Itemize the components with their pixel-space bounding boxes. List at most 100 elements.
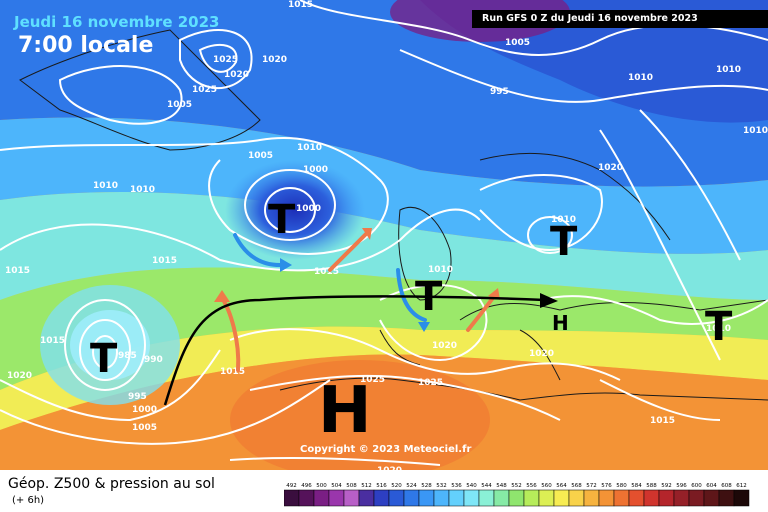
legend-tick-label: 584 — [631, 483, 642, 489]
isobar-label: 1000 — [303, 165, 328, 175]
legend-tick-label: 604 — [706, 483, 717, 489]
isobar-label: 1015 — [650, 416, 675, 426]
legend-swatch — [583, 489, 600, 507]
isobar-label: 995 — [128, 392, 147, 402]
legend-swatch — [568, 489, 585, 507]
jet-stream-arrowhead — [540, 293, 558, 308]
legend-tick-label: 552 — [511, 483, 522, 489]
legend-swatch — [523, 489, 540, 507]
high-pressure-marker: H — [552, 311, 569, 335]
legend-tick-label: 608 — [721, 483, 732, 489]
high-core-africa — [230, 360, 490, 470]
forecast-offset: (+ 6h) — [12, 495, 45, 506]
copyright: Copyright © 2023 Meteociel.fr — [300, 444, 472, 455]
isobar-label: 1025 — [192, 85, 217, 95]
legend-tick-label: 492 — [286, 483, 297, 489]
legend-swatch — [418, 489, 435, 507]
legend-tick-label: 576 — [601, 483, 612, 489]
legend-swatch — [493, 489, 510, 507]
legend-swatch — [403, 489, 420, 507]
legend-tick-label: 496 — [301, 483, 312, 489]
legend-swatch — [718, 489, 735, 507]
legend-tick-label: 560 — [541, 483, 552, 489]
legend-swatch — [433, 489, 450, 507]
legend-tick-label: 516 — [376, 483, 387, 489]
isobar-label: 1010 — [628, 73, 653, 83]
legend-swatch — [643, 489, 660, 507]
isobar-label: 1015 — [40, 336, 65, 346]
legend-swatch — [733, 489, 750, 507]
low-pressure-marker: T — [415, 274, 443, 320]
isobar-label: 1020 — [377, 466, 402, 470]
legend-tick-label: 572 — [586, 483, 597, 489]
legend-swatch — [463, 489, 480, 507]
map-title: Géop. Z500 & pression au sol — [8, 476, 215, 492]
legend-tick-label: 500 — [316, 483, 327, 489]
coastlines — [19, 29, 768, 401]
isobar-label: 1025 — [213, 55, 238, 65]
isobar-label: 1005 — [132, 423, 157, 433]
run-info-bar: Run GFS 0 Z du Jeudi 16 novembre 2023 — [472, 10, 768, 28]
forecast-date: Jeudi 16 novembre 2023 — [14, 13, 220, 31]
isobar-label: 1015 — [152, 256, 177, 266]
isobars — [0, 0, 768, 466]
isobar-label: 1010 — [130, 185, 155, 195]
legend-swatch — [508, 489, 525, 507]
legend-swatch — [373, 489, 390, 507]
legend-tick-label: 508 — [346, 483, 357, 489]
legend-tick-label: 592 — [661, 483, 672, 489]
legend-swatch — [553, 489, 570, 507]
legend-tick-label: 504 — [331, 483, 342, 489]
legend-swatch — [688, 489, 705, 507]
isobar-label: 1000 — [296, 204, 321, 214]
legend-tick-label: 544 — [481, 483, 492, 489]
legend-tick-label: 532 — [436, 483, 447, 489]
legend-tick-label: 568 — [571, 483, 582, 489]
legend-tick-label: 600 — [691, 483, 702, 489]
isobar-label: 1010 — [716, 65, 741, 75]
legend-tick-label: 588 — [646, 483, 657, 489]
legend-swatch — [478, 489, 495, 507]
isobar-label: 1020 — [224, 70, 249, 80]
isobar-label: 1000 — [132, 405, 157, 415]
isobar-label: 1020 — [7, 371, 32, 381]
isobar-label: 1020 — [598, 163, 623, 173]
legend-tick-label: 524 — [406, 483, 417, 489]
isobar-label: 1020 — [432, 341, 457, 351]
legend-swatch — [703, 489, 720, 507]
legend-swatch — [298, 489, 315, 507]
isobar-label: 1015 — [314, 267, 339, 277]
local-time: 7:00 locale — [18, 33, 154, 58]
legend-tick-label: 612 — [736, 483, 747, 489]
legend-tick-label: 540 — [466, 483, 477, 489]
isobar-label: 1020 — [529, 349, 554, 359]
legend-swatch — [313, 489, 330, 507]
weather-map: 1015 1005 1010 1020 1025 1020 1025 1005 … — [0, 0, 768, 470]
isobar-label: 990 — [144, 355, 163, 365]
isobar-label: 1015 — [5, 266, 30, 276]
warm-flow-arrow — [328, 230, 370, 272]
legend-swatch — [658, 489, 675, 507]
legend-swatch — [538, 489, 555, 507]
legend-tick-label: 556 — [526, 483, 537, 489]
isobar-labels: 1015 1005 1010 1020 1025 1020 1025 1005 … — [5, 0, 768, 470]
legend-swatch — [628, 489, 645, 507]
isobar-label: 1010 — [743, 126, 768, 136]
legend-swatch — [673, 489, 690, 507]
legend-swatch — [284, 489, 300, 507]
cold-flow-arrow — [233, 233, 282, 267]
isobar-label: 1010 — [428, 265, 453, 275]
legend-tick-label: 580 — [616, 483, 627, 489]
legend-tick-label: 536 — [451, 483, 462, 489]
isobar-label: 985 — [118, 351, 137, 361]
isobar-label: 1025 — [360, 375, 385, 385]
z500-band-yellowgreen — [0, 326, 768, 430]
legend-swatch — [613, 489, 630, 507]
legend-tick-label: 528 — [421, 483, 432, 489]
cold-flow-arrow — [396, 268, 427, 322]
isobar-label: 995 — [490, 87, 509, 97]
color-scale-legend: 492 496 500 504 508 512 516 520 524 528 532 536 540 5… — [284, 483, 750, 507]
isobar-label: 1025 — [418, 378, 443, 388]
z500-band-cyan — [0, 191, 768, 300]
low-pressure-marker: T — [705, 304, 733, 350]
